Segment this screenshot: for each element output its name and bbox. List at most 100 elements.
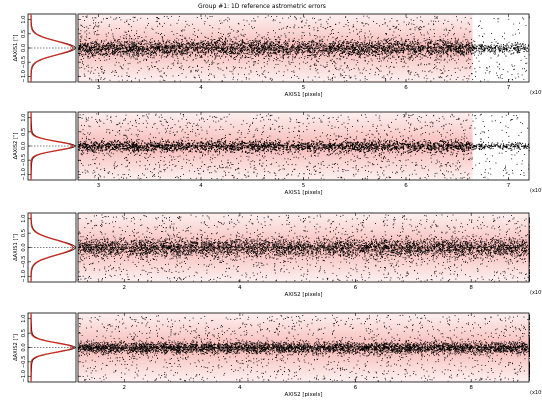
data-point [207, 61, 209, 63]
data-point [179, 43, 180, 45]
data-point [199, 47, 201, 49]
data-point [220, 47, 222, 49]
data-point [480, 44, 482, 46]
data-point [166, 50, 167, 52]
data-point [224, 40, 226, 42]
data-point [94, 50, 96, 52]
data-point [196, 44, 198, 46]
data-point [385, 49, 387, 50]
data-point [121, 44, 123, 46]
data-point [118, 41, 120, 43]
data-point [267, 40, 269, 42]
data-point [125, 50, 127, 52]
data-point [447, 46, 448, 48]
data-point [515, 49, 517, 51]
data-point [211, 35, 213, 37]
data-point [458, 38, 459, 40]
data-point [120, 44, 122, 46]
data-point [137, 43, 139, 44]
data-point [348, 42, 350, 44]
data-point [320, 51, 322, 53]
data-point [249, 50, 251, 52]
data-point [181, 46, 183, 48]
data-point [119, 55, 121, 57]
data-point [148, 49, 149, 51]
data-point [322, 45, 324, 46]
data-point [316, 43, 318, 44]
data-point [379, 49, 380, 51]
data-point [283, 48, 285, 50]
data-point [513, 48, 514, 50]
data-point [264, 50, 266, 51]
data-point [180, 52, 182, 54]
data-point [158, 48, 160, 50]
data-point [413, 36, 415, 38]
data-point [333, 46, 335, 48]
data-point [356, 51, 358, 53]
data-point [318, 46, 320, 48]
data-point [167, 39, 169, 41]
data-point [236, 46, 238, 48]
data-point [159, 51, 161, 53]
data-point [327, 52, 329, 54]
data-point [306, 50, 308, 52]
data-point [91, 51, 93, 53]
data-point [371, 52, 372, 54]
data-point [97, 52, 98, 53]
data-point [431, 46, 432, 48]
data-point [236, 42, 237, 44]
data-point [347, 51, 349, 53]
data-point [511, 46, 512, 48]
data-point [189, 55, 191, 56]
data-point [478, 44, 480, 46]
data-point [213, 39, 215, 40]
data-point [436, 49, 438, 51]
data-point [364, 45, 366, 47]
data-point [211, 44, 213, 46]
data-point [130, 42, 132, 44]
data-point [251, 47, 253, 48]
data-point [345, 43, 347, 45]
data-point [191, 46, 192, 48]
data-point [128, 51, 130, 52]
data-point [83, 43, 85, 45]
data-point [194, 43, 196, 45]
data-point [422, 49, 424, 51]
data-point [222, 49, 223, 51]
data-point [121, 46, 123, 47]
data-point [265, 49, 267, 51]
data-point [123, 50, 125, 52]
data-point [241, 47, 242, 49]
data-point [311, 47, 313, 49]
data-point [247, 57, 249, 58]
data-point [443, 45, 444, 46]
data-point [270, 42, 272, 44]
data-point [456, 41, 458, 43]
data-point [394, 50, 396, 52]
data-point [88, 43, 89, 45]
data-point [298, 49, 300, 51]
data-point [480, 48, 482, 49]
data-point [253, 51, 255, 53]
data-point [219, 50, 220, 52]
data-point [95, 46, 97, 47]
data-point [104, 53, 106, 55]
data-point [306, 44, 308, 45]
data-point [219, 43, 221, 45]
data-point [195, 49, 197, 51]
data-point [400, 46, 402, 47]
data-point [157, 43, 158, 45]
data-point [513, 48, 515, 50]
data-point [425, 42, 427, 44]
data-point [274, 53, 276, 55]
data-point [364, 38, 366, 40]
data-point [321, 43, 323, 45]
data-point [431, 52, 433, 54]
data-point [213, 49, 215, 51]
data-point [378, 44, 380, 46]
data-point [105, 48, 106, 50]
data-point [134, 42, 136, 44]
data-point [205, 51, 207, 53]
data-point [86, 36, 87, 38]
data-point [205, 52, 207, 54]
